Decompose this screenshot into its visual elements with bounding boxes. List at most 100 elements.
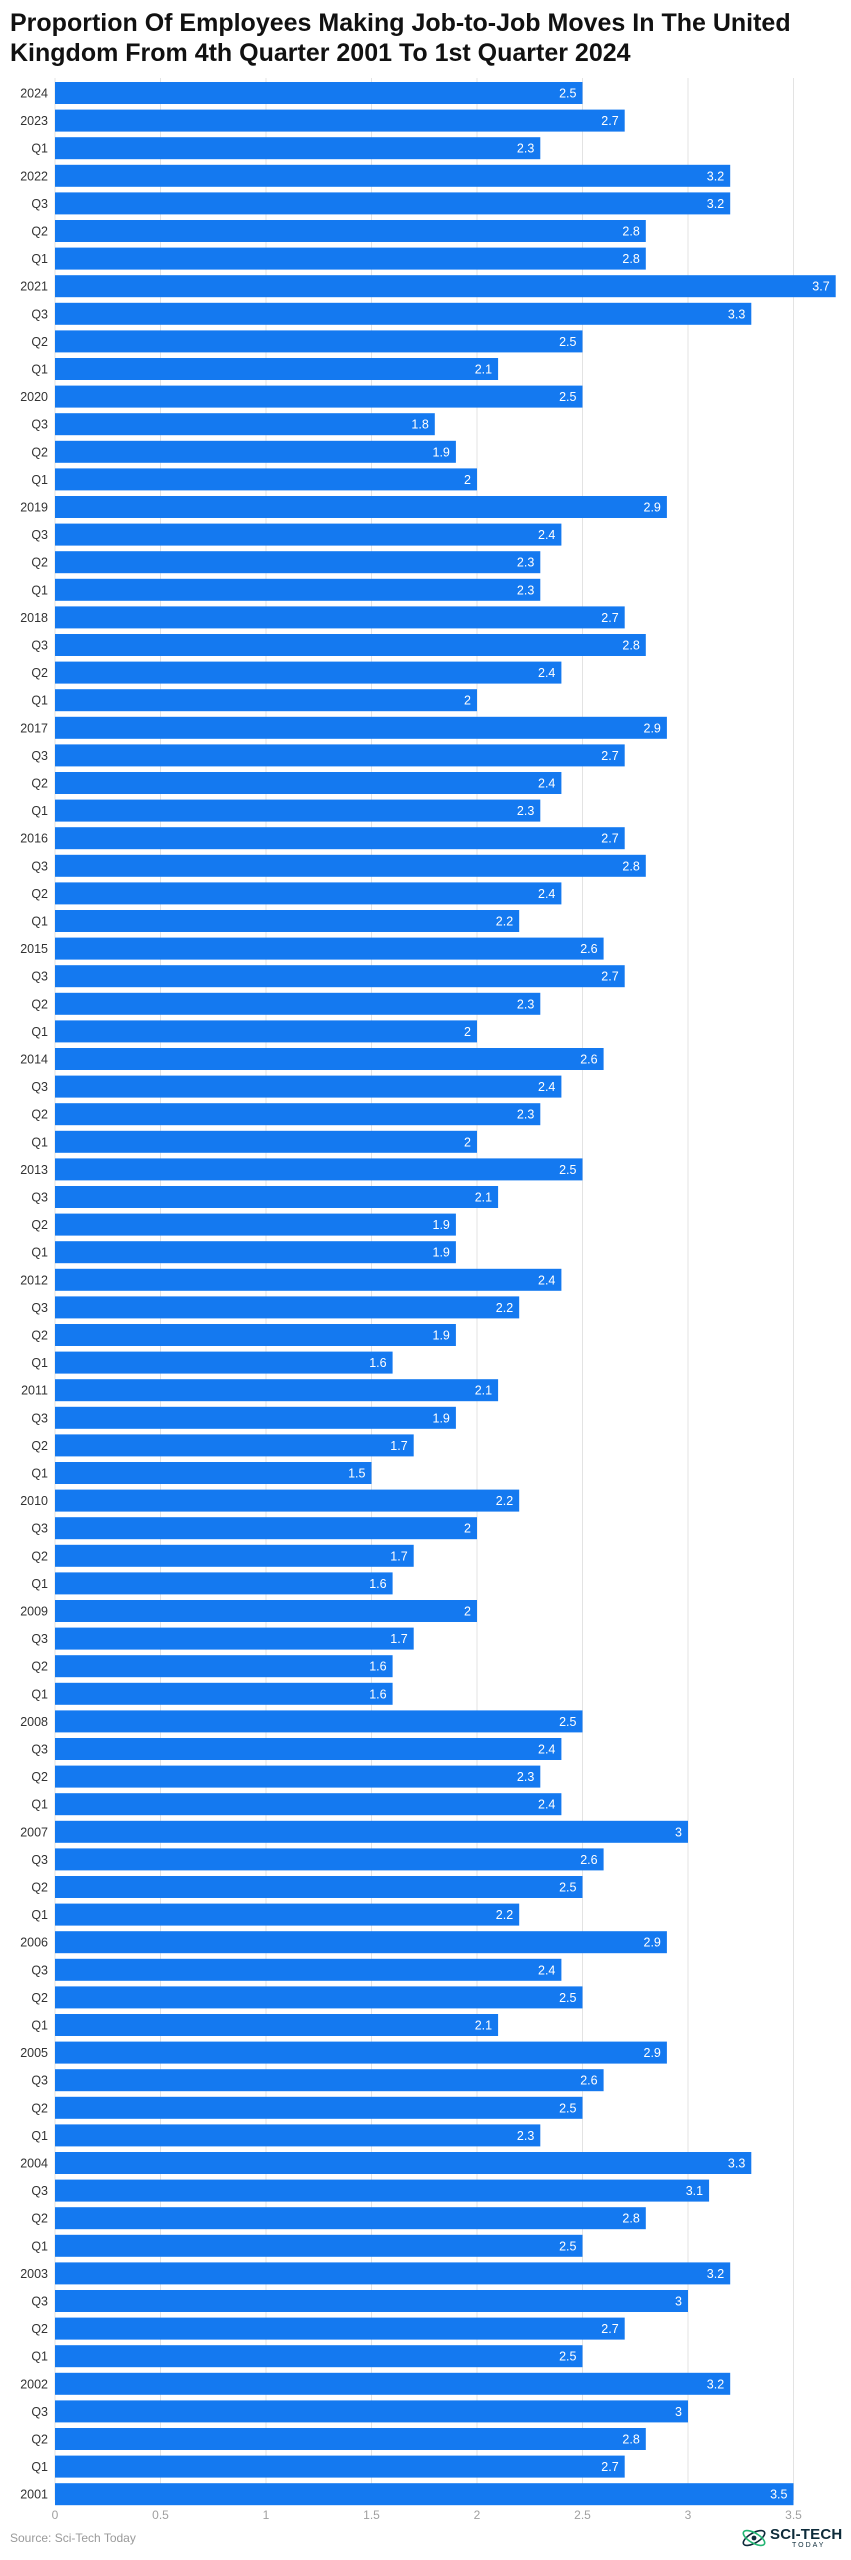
category-label: Q2	[31, 777, 48, 791]
value-label: 2.8	[622, 639, 639, 653]
value-label: 2.5	[559, 335, 576, 349]
brand-subtitle: TODAY	[792, 2542, 826, 2549]
value-label: 2.3	[517, 583, 534, 597]
bar	[55, 496, 667, 518]
bar	[55, 1682, 393, 1705]
value-label: 3.1	[686, 2184, 703, 2198]
category-label: 2007	[20, 1825, 48, 1839]
value-label: 2.4	[538, 1963, 555, 1977]
value-label: 1.9	[433, 1411, 450, 1425]
value-label: 2.3	[517, 142, 534, 156]
bar	[55, 109, 625, 132]
category-label: Q2	[31, 1218, 48, 1232]
bar	[55, 634, 646, 656]
category-label: Q3	[31, 307, 48, 321]
bars: 2.5 2.7 2.3 3.2 3.2 2.8 2.8 3.7 3.3 2.5 2.1 2.5 1.8 1…	[55, 82, 836, 2506]
category-label: Q2	[31, 1660, 48, 1674]
category-label: Q2	[31, 1549, 48, 1563]
category-label: Q3	[31, 528, 48, 542]
x-tick-label: 0.5	[152, 2508, 169, 2522]
value-label: 2.2	[496, 1494, 513, 1508]
bar	[55, 358, 499, 380]
bar	[55, 2483, 794, 2506]
value-label: 3.7	[812, 280, 829, 294]
bar	[55, 1600, 477, 1622]
bar	[55, 1351, 393, 1374]
category-label: 2012	[20, 1273, 48, 1287]
value-label: 2.7	[601, 832, 618, 846]
category-label: Q1	[31, 473, 48, 487]
value-label: 2.9	[644, 2046, 661, 2060]
value-label: 1.9	[433, 1329, 450, 1343]
bar	[55, 2428, 646, 2450]
category-labels: 2024 2023 Q1 2022 Q3 Q2 Q1 2021 Q3 Q2 Q1 2020 Q3 Q2 Q1…	[20, 87, 48, 2502]
category-label: Q3	[31, 859, 48, 873]
category-label: Q1	[31, 694, 48, 708]
value-label: 1.6	[369, 1660, 386, 1674]
bar	[55, 578, 541, 601]
value-label: 2.5	[559, 1715, 576, 1729]
category-label: 2022	[20, 169, 48, 183]
category-label: Q3	[31, 2184, 48, 2198]
x-tick-label: 1.5	[363, 2508, 380, 2522]
category-label: Q3	[31, 2295, 48, 2309]
source-note: Source: Sci-Tech Today	[10, 2531, 136, 2545]
brand-name: SCI-TECH	[770, 2526, 843, 2543]
category-label: Q1	[31, 2350, 48, 2364]
bar	[55, 2096, 583, 2119]
value-label: 2.9	[644, 1936, 661, 1950]
category-label: Q1	[31, 142, 48, 156]
chart-title: Proportion Of Employees Making Job-to-Jo…	[10, 9, 791, 67]
bar	[55, 1710, 583, 1733]
value-label: 2.7	[601, 114, 618, 128]
category-label: 2017	[20, 721, 48, 735]
bar	[55, 385, 583, 408]
category-label: Q3	[31, 639, 48, 653]
value-label: 2.4	[538, 777, 555, 791]
bar	[55, 965, 625, 988]
value-label: 2.7	[601, 2322, 618, 2336]
category-label: 2016	[20, 832, 48, 846]
category-label: Q2	[31, 2212, 48, 2226]
category-label: Q1	[31, 1687, 48, 1701]
bar	[55, 1572, 393, 1595]
category-label: 2003	[20, 2267, 48, 2281]
value-label: 2.2	[496, 1301, 513, 1315]
category-label: 2018	[20, 611, 48, 625]
bar	[55, 910, 520, 932]
category-label: Q2	[31, 887, 48, 901]
value-label: 3.3	[728, 2157, 745, 2171]
x-tick-label: 3.5	[785, 2508, 802, 2522]
value-label: 2.9	[644, 721, 661, 735]
category-label: 2006	[20, 1936, 48, 1950]
category-label: Q1	[31, 1798, 48, 1812]
category-label: 2015	[20, 942, 48, 956]
bar	[55, 164, 731, 187]
category-label: Q3	[31, 749, 48, 763]
bar	[55, 1213, 456, 1236]
value-label: 1.7	[390, 1549, 407, 1563]
value-label: 2.6	[580, 2074, 597, 2088]
value-label: 2.3	[517, 556, 534, 570]
category-label: 2002	[20, 2377, 48, 2391]
x-tick-label: 0	[52, 2508, 59, 2522]
category-label: Q3	[31, 1080, 48, 1094]
value-label: 3.2	[707, 197, 724, 211]
category-label: Q2	[31, 1108, 48, 1122]
value-label: 3.3	[728, 307, 745, 321]
bar	[55, 1958, 562, 1981]
category-label: 2020	[20, 390, 48, 404]
bar	[55, 1048, 604, 1070]
category-label: Q1	[31, 1356, 48, 1370]
bar	[55, 1324, 456, 1346]
bar	[55, 1489, 520, 1512]
category-label: Q2	[31, 556, 48, 570]
bar	[55, 1544, 414, 1567]
bar	[55, 2234, 583, 2257]
value-label: 2.9	[644, 501, 661, 515]
category-label: Q1	[31, 1246, 48, 1260]
bar	[55, 827, 625, 850]
category-label: 2008	[20, 1715, 48, 1729]
bar	[55, 1434, 414, 1457]
category-label: 2023	[20, 114, 48, 128]
